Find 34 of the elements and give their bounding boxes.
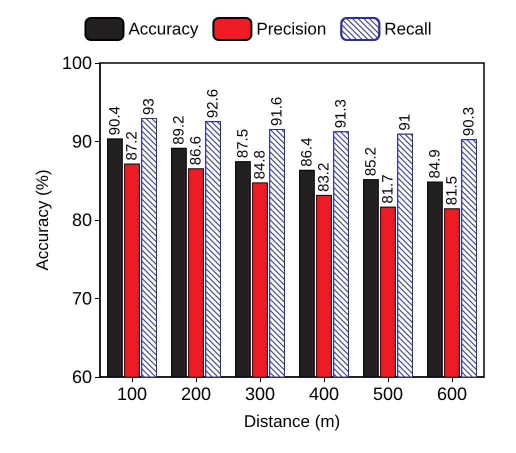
data-label: 87.5	[234, 128, 252, 158]
data-label: 89.2	[170, 116, 188, 145]
y-tick-label: 100	[62, 53, 92, 73]
data-label: 91.6	[268, 96, 286, 126]
data-label: 90.3	[460, 106, 478, 136]
data-label: 86.6	[188, 136, 204, 166]
data-label: 91.3	[332, 99, 350, 128]
y-tick-label: 80	[72, 210, 92, 230]
data-label: 87.2	[124, 131, 140, 160]
data-label: 90.4	[106, 106, 124, 136]
data-label: 85.2	[362, 146, 380, 176]
x-tick-label: 400	[308, 384, 340, 404]
data-label: 91	[396, 114, 414, 131]
data-label: 81.5	[444, 176, 460, 206]
x-tick-label: 100	[116, 384, 148, 404]
data-label: 93	[140, 98, 158, 115]
x-axis-title: Distance (m)	[244, 412, 340, 431]
data-label: 86.4	[298, 138, 316, 167]
y-tick-label: 70	[72, 288, 92, 308]
data-label: 83.2	[316, 162, 332, 192]
y-axis-title: Accuracy (%)	[33, 169, 52, 271]
y-tick-label: 60	[72, 367, 92, 387]
x-tick-label: 500	[372, 384, 404, 404]
data-label: 84.8	[252, 150, 268, 180]
legend-label: Accuracy	[128, 20, 199, 38]
x-tick-label: 300	[244, 384, 276, 404]
legend-label: Precision	[256, 20, 326, 38]
x-tick-label: 600	[436, 384, 468, 404]
data-label: 81.7	[380, 174, 396, 204]
y-tick-label: 90	[72, 132, 92, 152]
data-label: 84.9	[426, 149, 444, 179]
x-tick-label: 200	[180, 384, 212, 404]
data-label: 92.6	[204, 88, 222, 118]
legend-label: Recall	[384, 20, 432, 38]
